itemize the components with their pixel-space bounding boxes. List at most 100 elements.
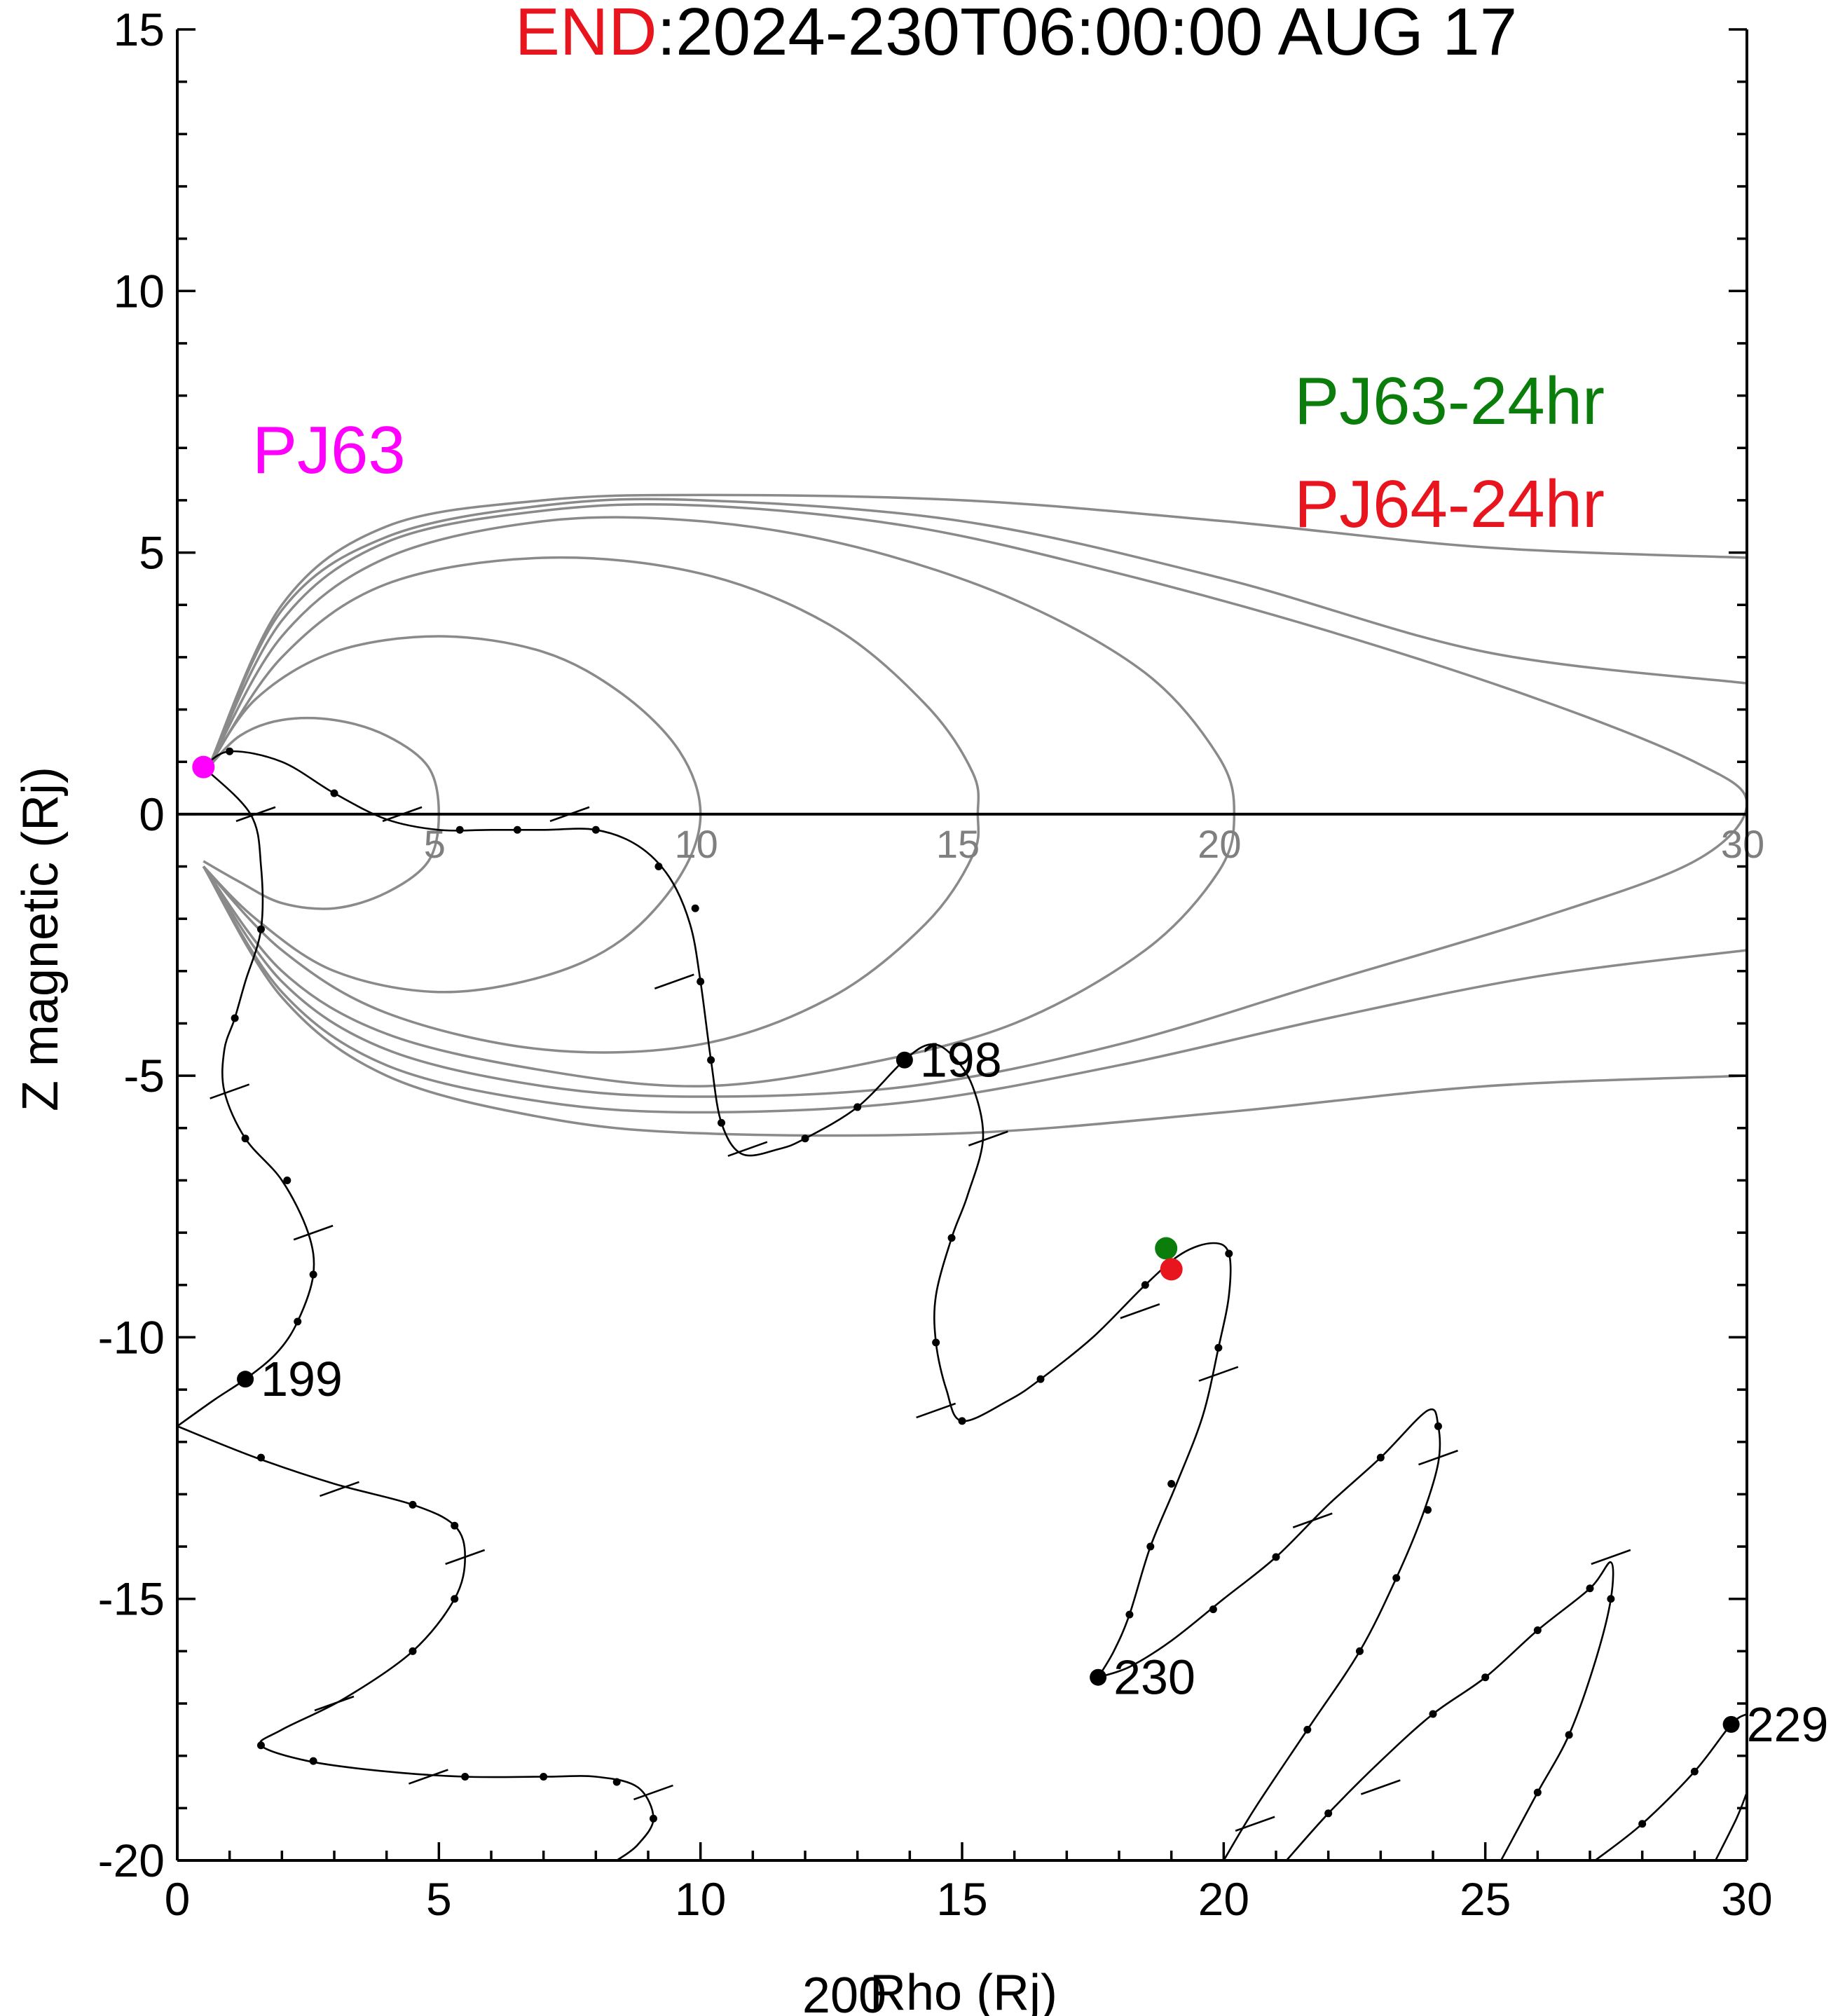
trajectory-tick (549, 806, 590, 823)
x-axis-title: Rho (Rj) (870, 1965, 1057, 2016)
day-marker-dot (896, 1051, 913, 1069)
legend-pj63: PJ63 (252, 413, 406, 488)
day-marker-dot (237, 1371, 254, 1388)
hour-marker (231, 1014, 239, 1022)
x-tick-label: 0 (165, 1873, 191, 1925)
hour-marker (309, 1270, 317, 1279)
hour-marker (1586, 1584, 1594, 1593)
trajectory-tick (320, 1481, 359, 1497)
hour-marker (409, 1500, 417, 1509)
legend-pj63-24hr: PJ63-24hr (1294, 364, 1605, 439)
x-tick-label: 30 (1721, 1873, 1772, 1925)
hour-marker (1036, 1375, 1045, 1383)
hour-marker (309, 1757, 317, 1765)
hour-marker (1167, 1479, 1176, 1488)
hour-marker (801, 1134, 809, 1143)
field-line-label: 30 (1721, 822, 1764, 866)
hour-marker (256, 1741, 265, 1750)
day-markers: 198 199 230 229 (237, 1033, 1828, 1752)
hour-marker (718, 1118, 726, 1127)
trajectory-inbound-2 (177, 1425, 654, 1860)
day-marker-dot (1090, 1668, 1107, 1686)
trajectory-tick (235, 806, 276, 823)
hour-marker (1324, 1809, 1333, 1818)
axes (176, 28, 1748, 1862)
x-tick-label: 10 (675, 1873, 726, 1925)
y-tick-label: 10 (114, 265, 165, 317)
trajectory-tick (445, 1549, 486, 1565)
hour-marker (1225, 1249, 1233, 1258)
y-tick-label: -5 (123, 1050, 165, 1102)
hour-marker (1565, 1731, 1573, 1739)
hour-marker (455, 825, 464, 834)
hour-marker (461, 1773, 469, 1781)
hour-marker (294, 1317, 302, 1326)
hour-marker (1533, 1626, 1542, 1635)
hour-marker (1690, 1767, 1699, 1776)
hour-marker (1146, 1542, 1155, 1551)
trajectory-tick (1198, 1366, 1239, 1382)
trajectory-tick (408, 1769, 448, 1785)
hour-marker (1533, 1788, 1542, 1797)
y-axis-title: Z magnetic (Rj) (13, 767, 69, 1111)
x-tick-label: 15 (936, 1873, 987, 1925)
title-text: :2024-230T06:00:00 AUG 17 (657, 0, 1518, 69)
field-line-label: 10 (675, 822, 718, 866)
hour-marker (649, 1814, 657, 1823)
hour-marker (451, 1595, 459, 1603)
hour-marker (1272, 1553, 1280, 1561)
x-tick-label: 5 (426, 1873, 452, 1925)
trajectory-tick (210, 1083, 250, 1099)
trajectory-tick (1591, 1549, 1631, 1565)
spacecraft-point-pj63 (192, 755, 215, 779)
trajectory-tick (1292, 1512, 1333, 1528)
field-line-open-2 (207, 493, 1748, 768)
hour-marker (451, 1521, 459, 1530)
x-tick-label: 25 (1460, 1873, 1511, 1925)
hour-marker (513, 825, 521, 834)
y-tick-label: -10 (98, 1311, 165, 1363)
day-marker-label: 199 (261, 1352, 343, 1406)
field-line-open-1 (207, 498, 1748, 768)
trajectory-tick (727, 1141, 768, 1157)
spacecraft-point-pj63-24hr (1155, 1237, 1178, 1260)
y-tick-labels: 15 10 5 0 -5 -10 -15 -20 (98, 4, 165, 1886)
y-tick-label: -20 (98, 1835, 165, 1886)
hour-marker (853, 1103, 862, 1111)
trajectory-tick (293, 1224, 334, 1241)
field-line-open-3 (202, 865, 1748, 1114)
hour-marker (226, 747, 234, 755)
hour-marker (947, 1234, 956, 1242)
day-marker-label: 198 (920, 1033, 1002, 1088)
trajectory-tick (1360, 1779, 1401, 1795)
title-prefix: END (515, 0, 657, 69)
hour-marker (1376, 1453, 1385, 1462)
hour-marker (1355, 1647, 1364, 1655)
trajectory-tick (382, 806, 423, 823)
field-line-label: 15 (936, 822, 980, 866)
trajectory-tick (1120, 1303, 1160, 1319)
hour-marker (1125, 1610, 1134, 1619)
day-marker-label: 230 (1113, 1650, 1195, 1705)
hour-marker (691, 904, 699, 912)
trajectory-outbound-227 (1715, 1792, 1747, 1860)
hour-marker (330, 789, 338, 797)
spacecraft-point-pj64-24hr (1160, 1258, 1183, 1281)
trajectory-tick (314, 1695, 355, 1712)
hour-marker (612, 1778, 621, 1786)
hour-marker (932, 1338, 940, 1347)
trajectory-tick (1235, 1816, 1275, 1832)
hour-marker (1209, 1605, 1217, 1614)
field-line-label: 20 (1198, 822, 1241, 866)
hour-marker (1392, 1574, 1401, 1582)
hour-marker (540, 1773, 548, 1781)
trajectory-tick (654, 973, 694, 989)
hour-marker (654, 863, 663, 871)
hour-marker (707, 1056, 715, 1064)
hour-marker (591, 825, 600, 834)
trajectory-tick (633, 1784, 673, 1801)
hour-marker (1214, 1343, 1223, 1352)
hour-marker (1141, 1281, 1149, 1289)
hour-marker (1481, 1673, 1490, 1682)
